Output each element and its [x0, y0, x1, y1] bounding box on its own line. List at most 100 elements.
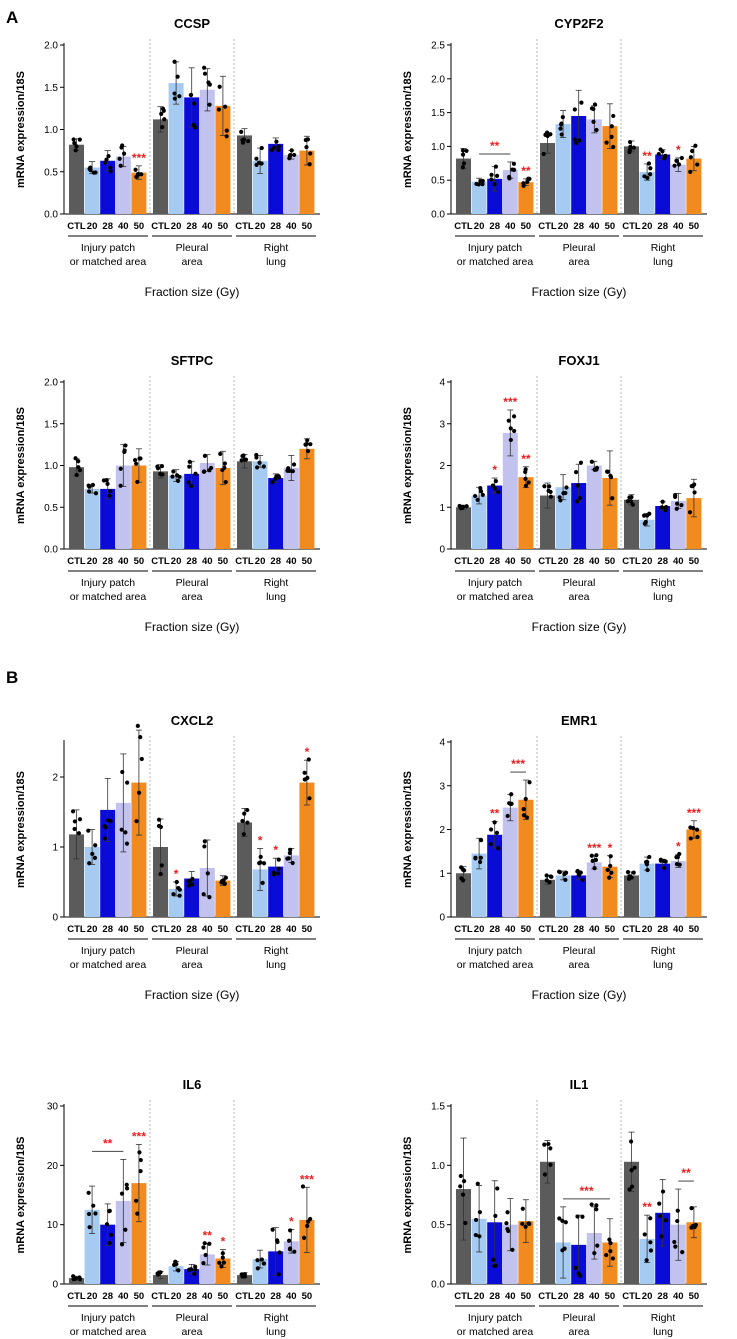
- data-point-cxcl2-g0-b1-4: [93, 843, 98, 848]
- data-point-il1-g1-b4-0: [604, 1252, 609, 1258]
- data-point-emr1-g1-b1-2: [563, 877, 568, 882]
- x-tick-label-emr1-g2-3: 40: [673, 924, 684, 935]
- data-point-foxj1-g1-b1-3: [558, 498, 563, 503]
- data-point-il6-g2-b3-2: [292, 1249, 297, 1254]
- data-point-foxj1-g1-b1-4: [563, 490, 568, 496]
- data-point-sftpc-g2-b3-4: [290, 469, 295, 474]
- data-point-foxj1-g1-b4-4: [605, 469, 610, 474]
- x-tick-label-emr1-g0-3: 40: [505, 924, 516, 935]
- bar-foxj1-g2-40: [670, 500, 686, 549]
- group-label-cyp2f2-2-1: lung: [653, 256, 673, 268]
- data-point-sftpc-g1-b4-4: [218, 451, 223, 456]
- data-point-cyp2f2-g0-b3-3: [507, 176, 512, 181]
- data-point-ccsp-g1-b3-1: [202, 65, 207, 70]
- bar-il6-g1-ctl: [153, 1275, 168, 1284]
- data-point-il6-g1-b3-0: [202, 1241, 207, 1246]
- data-point-ccsp-g2-b1-4: [259, 161, 264, 166]
- bar-emr1-g1-40: [586, 862, 602, 917]
- y-tick-label-cxcl2-0: 0: [52, 913, 58, 924]
- data-point-cxcl2-g0-b1-1: [87, 861, 92, 866]
- data-point-cxcl2-g1-b4-1: [222, 881, 227, 886]
- data-point-foxj1-g0-b4-4: [523, 469, 528, 474]
- x-tick-label-il6-g0-0: CTL: [67, 1291, 86, 1302]
- data-point-il6-g0-b2-3: [107, 1240, 112, 1246]
- data-point-cxcl2-g0-b0-4: [76, 831, 81, 836]
- data-point-emr1-g2-b3-2: [677, 851, 682, 857]
- data-point-il1-g1-b3-2: [594, 1203, 599, 1208]
- data-point-cxcl2-g2-b3-2: [288, 847, 293, 852]
- data-point-ccsp-g0-b0-3: [74, 144, 79, 149]
- data-point-sftpc-g0-b0-2: [76, 459, 81, 464]
- data-point-ccsp-g0-b0-1: [73, 148, 78, 153]
- data-point-il6-g1-b4-1: [221, 1260, 226, 1265]
- data-point-cyp2f2-g0-b1-3: [480, 181, 485, 187]
- data-point-ccsp-g2-b0-2: [240, 138, 245, 143]
- significance-label-cxcl2-1: *: [258, 833, 263, 847]
- group-label-il6-0-0: Injury patch: [81, 1312, 135, 1324]
- x-tick-label-il1-g2-4: 50: [689, 1291, 700, 1302]
- data-point-cyp2f2-g2-b3-4: [672, 163, 677, 168]
- data-point-emr1-g1-b3-0: [589, 853, 594, 858]
- data-point-ccsp-g2-b1-0: [254, 156, 259, 161]
- significance-label-cyp2f2-2: **: [642, 149, 652, 163]
- data-point-emr1-g1-b4-4: [607, 875, 612, 880]
- data-point-cxcl2-g2-b1-0: [260, 880, 265, 885]
- group-label-il6-1-0: Pleural: [176, 1312, 209, 1324]
- data-point-foxj1-g2-b0-4: [625, 499, 630, 504]
- x-tick-label-il6-g0-3: 40: [118, 1291, 129, 1302]
- bar-cyp2f2-g0-40: [502, 170, 518, 214]
- y-tick-label-emr1-2: 2: [439, 825, 445, 836]
- bar-foxj1-g1-50: [602, 478, 618, 549]
- data-point-sftpc-g0-b1-4: [90, 482, 95, 488]
- x-tick-label-il1-g0-4: 50: [521, 1291, 532, 1302]
- bar-ccsp-g2-50: [299, 150, 315, 214]
- data-point-il1-g2-b3-3: [675, 1208, 680, 1213]
- data-point-sftpc-g2-b4-2: [308, 442, 313, 447]
- x-tick-label-sftpc-g1-0: CTL: [151, 556, 170, 567]
- data-point-sftpc-g2-b1-2: [261, 464, 266, 469]
- data-point-emr1-g1-b4-3: [605, 867, 610, 873]
- data-point-foxj1-g2-b3-3: [673, 492, 678, 498]
- data-point-ccsp-g1-b3-0: [202, 71, 208, 76]
- data-point-il6-g0-b3-0: [124, 1186, 130, 1191]
- x-tick-label-ccsp-g2-1: 20: [255, 221, 266, 232]
- bar-ccsp-g2-40: [283, 154, 299, 214]
- x-axis-label-cxcl2: Fraction size (Gy): [145, 988, 240, 1002]
- bar-emr1-g2-ctl: [624, 875, 639, 917]
- data-point-il1-g1-b2-4: [578, 1273, 583, 1278]
- group-label-foxj1-2-0: Right: [651, 577, 676, 589]
- bar-cxcl2-g1-ctl: [153, 847, 168, 917]
- data-point-il1-g2-b3-2: [673, 1244, 678, 1249]
- bar-foxj1-g1-28: [571, 483, 587, 549]
- bar-emr1-g0-50: [518, 799, 534, 917]
- data-point-foxj1-g1-b3-0: [589, 459, 594, 464]
- data-point-ccsp-g0-b4-1: [139, 172, 144, 177]
- bar-sftpc-g1-28: [184, 473, 200, 549]
- data-point-sftpc-g2-b4-4: [304, 441, 309, 447]
- data-point-emr1-g2-b2-4: [658, 857, 663, 862]
- x-tick-label-foxj1-g1-0: CTL: [538, 556, 557, 567]
- bar-sftpc-g0-ctl: [69, 467, 84, 549]
- bar-il6-g2-ctl: [237, 1275, 252, 1284]
- bar-ccsp-g1-20: [168, 83, 184, 215]
- data-point-il1-g0-b4-1: [520, 1221, 525, 1226]
- data-point-ccsp-g1-b2-4: [191, 122, 196, 128]
- group-label-il1-2-1: lung: [653, 1326, 673, 1338]
- data-point-sftpc-g0-b1-0: [93, 491, 99, 496]
- data-point-emr1-g0-b1-1: [478, 859, 483, 865]
- data-point-cyp2f2-g2-b0-0: [631, 145, 636, 150]
- x-tick-label-cyp2f2-g2-1: 20: [642, 221, 653, 232]
- x-tick-label-sftpc-g0-0: CTL: [67, 556, 86, 567]
- data-point-cxcl2-g0-b0-0: [77, 817, 83, 822]
- significance-label-il6-5: ***: [300, 1172, 314, 1186]
- bar-ccsp-g0-ctl: [69, 144, 84, 214]
- data-point-emr1-g0-b3-1: [509, 792, 514, 797]
- data-point-ccsp-g1-b0-3: [159, 111, 164, 116]
- x-tick-label-cyp2f2-g2-0: CTL: [622, 221, 641, 232]
- data-point-cyp2f2-g0-b2-1: [493, 164, 499, 169]
- data-point-il1-g2-b0-0: [632, 1165, 637, 1170]
- data-point-emr1-g0-b3-4: [509, 801, 514, 806]
- data-point-il1-g0-b3-2: [505, 1210, 510, 1215]
- chart-title-emr1: EMR1: [561, 713, 597, 728]
- bar-ccsp-g0-20: [84, 167, 100, 214]
